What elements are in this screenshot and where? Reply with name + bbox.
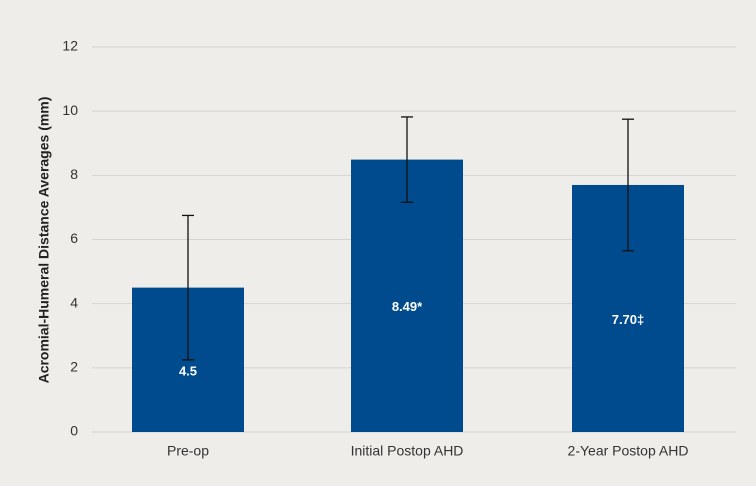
bar <box>351 159 463 433</box>
value-label: 7.70‡ <box>612 312 645 327</box>
value-label: 4.5 <box>179 363 197 378</box>
y-tick-label: 10 <box>62 102 78 118</box>
value-label: 8.49* <box>392 299 423 314</box>
y-tick-label: 12 <box>62 38 78 54</box>
y-tick-label: 8 <box>70 166 78 182</box>
y-axis-label: Acromial-Humeral Distance Averages (mm) <box>36 97 52 384</box>
error-bar <box>622 118 634 252</box>
x-tick-label: Pre-op <box>167 443 209 459</box>
error-bar <box>401 116 413 203</box>
y-tick-label: 2 <box>70 359 78 375</box>
error-bar <box>182 214 194 361</box>
x-tick-label: Initial Postop AHD <box>351 443 464 459</box>
y-tick-label: 4 <box>70 294 78 310</box>
y-tick-label: 6 <box>70 230 78 246</box>
x-tick-label: 2-Year Postop AHD <box>568 443 689 459</box>
y-tick-label: 0 <box>70 423 78 439</box>
